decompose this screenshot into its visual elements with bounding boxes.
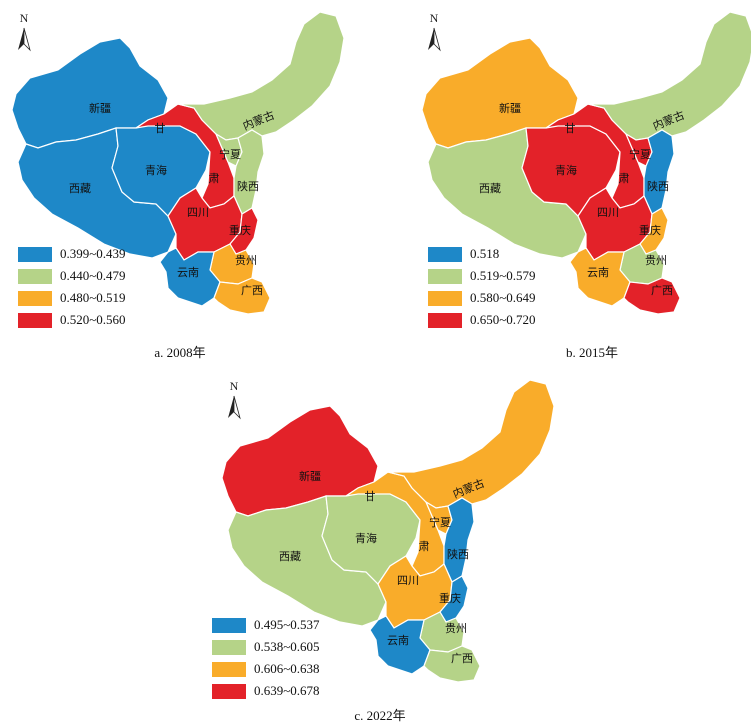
legend-label: 0.639~0.678 [254,683,320,698]
province-label-su: 肃 [209,172,220,185]
province-label-xinjiang: 新疆 [299,469,321,483]
legend-swatch [18,290,52,306]
legend-2015: 0.518 0.519~0.579 0.580~0.649 0.650~0.72… [428,243,536,331]
legend-swatch [212,617,246,633]
north-label: N [230,379,239,393]
province-label-guangxi: 广西 [241,284,263,297]
legend-label: 0.399~0.439 [60,246,126,261]
province-label-su: 肃 [419,540,430,553]
legend-row: 0.519~0.579 [428,265,536,287]
province-label-su: 肃 [619,172,630,185]
legend-row: 0.440~0.479 [18,265,126,287]
caption-2008: a. 2008年 [154,345,206,360]
province-label-sichuan: 四川 [397,574,419,587]
legend-swatch [212,639,246,655]
legend-swatch [18,246,52,262]
legend-swatch [428,312,462,328]
legend-swatch [212,683,246,699]
province-label-yunnan: 云南 [177,266,199,279]
province-label-ningxia: 宁夏 [429,515,451,529]
province-label-sichuan: 四川 [187,206,209,219]
legend-swatch [18,312,52,328]
caption-2022: c. 2022年 [354,708,406,723]
province-label-qinghai: 青海 [355,531,377,545]
province-label-gan: 甘 [155,122,166,135]
legend-label: 0.518 [470,246,500,261]
province-label-xinjiang: 新疆 [89,101,111,115]
province-label-ningxia: 宁夏 [629,147,651,161]
province-label-qinghai: 青海 [555,163,577,177]
legend-row: 0.650~0.720 [428,309,536,331]
legend-row: 0.606~0.638 [212,658,320,680]
province-label-shaanxi: 陕西 [237,179,259,193]
legend-label: 0.650~0.720 [470,312,536,327]
province-label-guizhou: 贵州 [235,254,257,267]
north-arrow-icon: N [18,11,31,52]
legend-row: 0.520~0.560 [18,309,126,331]
province-label-xizang: 西藏 [69,182,91,195]
legend-swatch [18,268,52,284]
province-label-yunnan: 云南 [587,266,609,279]
province-label-ningxia: 宁夏 [219,147,241,161]
province-label-xinjiang: 新疆 [499,101,521,115]
north-arrow-icon: N [228,379,241,420]
map-panel-2022: 新疆 西藏 青海甘肃宁夏 内蒙古 陕西 四川 重庆 贵州 云南 广西 N [218,370,558,705]
map-panel-2008: 新疆 西藏 青海甘肃宁夏 内蒙古 陕西 四川 重庆 贵州 云南 广西 N [8,2,348,337]
legend-label: 0.606~0.638 [254,661,320,676]
legend-2022: 0.495~0.537 0.538~0.605 0.606~0.638 0.63… [212,614,320,702]
province-label-chongqing: 重庆 [229,223,251,237]
province-label-gan: 甘 [365,490,376,503]
province-label-guangxi: 广西 [451,652,473,665]
province-label-qinghai: 青海 [145,163,167,177]
province-label-chongqing: 重庆 [639,223,661,237]
province-label-guangxi: 广西 [651,284,673,297]
legend-row: 0.639~0.678 [212,680,320,702]
legend-row: 0.538~0.605 [212,636,320,658]
province-label-chongqing: 重庆 [439,591,461,605]
legend-label: 0.580~0.649 [470,290,536,305]
north-label: N [20,11,29,25]
north-label: N [430,11,439,25]
legend-row: 0.399~0.439 [18,243,126,265]
legend-2008: 0.399~0.439 0.440~0.479 0.480~0.519 0.52… [18,243,126,331]
legend-row: 0.495~0.537 [212,614,320,636]
province-label-guizhou: 贵州 [645,254,667,267]
legend-swatch [428,290,462,306]
province-label-shaanxi: 陕西 [647,179,669,193]
province-label-shaanxi: 陕西 [447,547,469,561]
legend-label: 0.538~0.605 [254,639,320,654]
province-label-gan: 甘 [565,122,576,135]
legend-row: 0.480~0.519 [18,287,126,309]
legend-label: 0.519~0.579 [470,268,536,283]
legend-swatch [428,268,462,284]
legend-label: 0.440~0.479 [60,268,126,283]
province-guangxi [423,645,481,683]
province-label-xizang: 西藏 [479,182,501,195]
legend-row: 0.518 [428,243,536,265]
north-arrow-icon: N [428,11,441,52]
legend-label: 0.480~0.519 [60,290,126,305]
map-panel-2015: 新疆 西藏 青海甘肃宁夏 内蒙古 陕西 四川 重庆 贵州 云南 广西 N [418,2,751,337]
legend-swatch [212,661,246,677]
province-guangxi [213,277,271,315]
legend-label: 0.495~0.537 [254,617,320,632]
province-guangxi [623,277,681,315]
province-label-xizang: 西藏 [279,550,301,563]
province-label-sichuan: 四川 [597,206,619,219]
legend-row: 0.580~0.649 [428,287,536,309]
legend-swatch [428,246,462,262]
province-label-yunnan: 云南 [387,634,409,647]
province-label-guizhou: 贵州 [445,622,467,635]
legend-label: 0.520~0.560 [60,312,126,327]
caption-2015: b. 2015年 [565,345,618,360]
